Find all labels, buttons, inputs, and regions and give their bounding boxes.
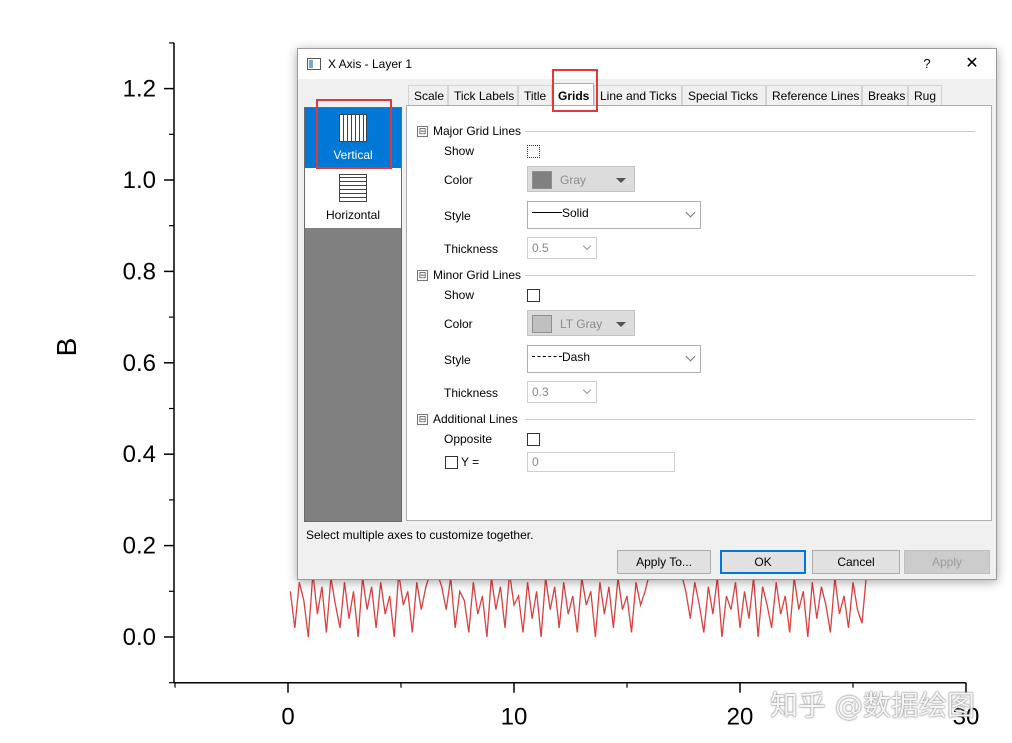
x-tick-label: 10 <box>501 704 528 731</box>
major-show-label: Show <box>444 144 475 158</box>
direction-item-vertical[interactable]: Vertical <box>305 108 401 168</box>
select-value: Solid <box>562 206 589 220</box>
tab-special-ticks[interactable]: Special Ticks <box>682 85 766 105</box>
dropdown-arrow-icon <box>616 178 626 183</box>
select-value: Dash <box>562 350 591 364</box>
horizontal-grid-icon <box>339 174 367 202</box>
ok-button[interactable]: OK <box>720 550 806 574</box>
section-divider <box>525 419 975 420</box>
watermark: 知乎 @数据绘图 <box>770 689 975 722</box>
major-style-select[interactable]: Solid <box>527 201 701 229</box>
color-swatch <box>532 315 552 333</box>
major-thickness-select[interactable]: 0.5 <box>527 237 597 259</box>
plot-axes: 0.0 0.2 0.4 0.6 0.8 1.0 1.2 0 10 20 30 <box>123 42 980 731</box>
dropdown-arrow-icon <box>616 322 626 327</box>
major-color-select[interactable]: Gray <box>527 166 635 192</box>
series-line <box>680 572 868 638</box>
status-hint: Select multiple axes to customize togeth… <box>306 528 534 542</box>
chevron-down-icon <box>582 241 592 251</box>
major-show-checkbox[interactable] <box>527 145 540 158</box>
y-tick-label: 1.2 <box>123 76 156 103</box>
minor-show-label: Show <box>444 288 475 302</box>
minor-color-label: Color <box>444 317 473 331</box>
chevron-down-icon <box>685 207 696 218</box>
tab-line-and-ticks[interactable]: Line and Ticks <box>594 85 682 105</box>
dialog-title: X Axis - Layer 1 <box>328 57 413 71</box>
minor-style-select[interactable]: Dash <box>527 345 701 373</box>
select-value: 0.3 <box>532 385 549 399</box>
collapse-icon[interactable]: ⊟ <box>417 126 428 137</box>
direction-item-horizontal[interactable]: Horizontal <box>305 168 401 228</box>
highlight-box-vertical <box>316 99 392 169</box>
tab-tick-labels[interactable]: Tick Labels <box>448 85 518 105</box>
section-title: Minor Grid Lines <box>433 268 522 282</box>
tab-rug[interactable]: Rug <box>908 85 942 105</box>
select-value: LT Gray <box>560 317 603 331</box>
tab-breaks[interactable]: Breaks <box>862 85 908 105</box>
minor-thickness-label: Thickness <box>444 386 499 400</box>
section-title: Major Grid Lines <box>433 124 522 138</box>
section-divider <box>525 275 975 276</box>
x-axis-dialog: X Axis - Layer 1 ? ✕ Vertical Horizontal… <box>297 48 997 580</box>
y-equals-label: Y = <box>461 455 480 469</box>
x-tick-label: 30 <box>953 704 980 731</box>
minor-color-select[interactable]: LT Gray <box>527 310 635 336</box>
apply-to-button[interactable]: Apply To... <box>617 550 711 574</box>
direction-item-label: Horizontal <box>325 208 381 222</box>
solid-line-icon <box>532 212 562 213</box>
minor-style-label: Style <box>444 353 471 367</box>
input-value: 0 <box>532 455 539 469</box>
series-line <box>436 572 651 638</box>
tab-title[interactable]: Title <box>518 85 552 105</box>
select-value: Gray <box>560 173 587 187</box>
section-divider <box>525 131 975 132</box>
plot-series <box>289 572 868 638</box>
y-tick-label: 0.0 <box>123 624 156 651</box>
grids-tab-content: ⊟ Major Grid Lines Show Color Gray Style… <box>406 105 992 521</box>
tab-grids[interactable]: Grids <box>552 83 594 107</box>
opposite-label: Opposite <box>444 432 493 446</box>
y-tick-label: 0.2 <box>123 533 156 560</box>
y-tick-label: 0.4 <box>123 441 156 468</box>
tab-reference-lines[interactable]: Reference Lines <box>766 85 862 105</box>
y-tick-label: 0.8 <box>123 258 156 285</box>
section-title: Additional Lines <box>433 412 518 426</box>
x-tick-label: 0 <box>281 704 294 731</box>
window-icon <box>307 58 321 70</box>
x-tick-label: 20 <box>727 704 754 731</box>
help-button[interactable]: ? <box>923 56 931 71</box>
y-value-input[interactable]: 0 <box>527 452 675 472</box>
color-swatch <box>532 171 552 189</box>
select-value: 0.5 <box>532 241 549 255</box>
cancel-button[interactable]: Cancel <box>812 550 900 574</box>
chevron-down-icon <box>685 351 696 362</box>
vertical-grid-icon <box>339 114 367 142</box>
y-equals-checkbox[interactable] <box>445 456 458 469</box>
direction-item-label: Vertical <box>333 148 373 162</box>
y-tick-label: 1.0 <box>123 167 156 194</box>
dialog-titlebar[interactable]: X Axis - Layer 1 ? ✕ <box>298 49 996 79</box>
opposite-checkbox[interactable] <box>527 433 540 446</box>
series-line <box>289 572 432 638</box>
collapse-icon[interactable]: ⊟ <box>417 414 428 425</box>
major-style-label: Style <box>444 209 471 223</box>
y-tick-label: 0.6 <box>123 350 156 377</box>
dash-line-icon <box>532 356 562 357</box>
highlight-box-grids-tab <box>552 69 598 112</box>
y-axis-label: B <box>51 338 82 357</box>
axis-direction-panel: Vertical Horizontal <box>304 107 402 522</box>
close-icon[interactable]: ✕ <box>965 55 979 72</box>
major-color-label: Color <box>444 173 473 187</box>
major-thickness-label: Thickness <box>444 242 499 256</box>
tab-scale[interactable]: Scale <box>408 85 448 105</box>
minor-thickness-select[interactable]: 0.3 <box>527 381 597 403</box>
collapse-icon[interactable]: ⊟ <box>417 270 428 281</box>
minor-show-checkbox[interactable] <box>527 289 540 302</box>
apply-button[interactable]: Apply <box>904 550 990 574</box>
chevron-down-icon <box>582 385 592 395</box>
